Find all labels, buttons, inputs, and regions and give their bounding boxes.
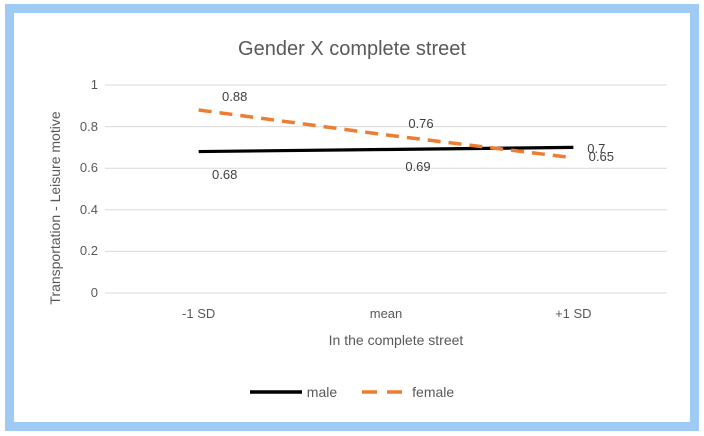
x-category-label: +1 SD [555,306,592,321]
female-line-swatch-icon [362,390,408,394]
series-line-male[interactable] [198,145,574,154]
chart-frame-border [5,4,699,431]
legend-label-female: female [412,384,455,400]
legend-item-male[interactable]: male [249,384,338,400]
data-label-male-1: 0.69 [405,159,431,175]
data-label-female-1: 0.76 [408,115,434,131]
male-line-swatch-icon [249,390,302,394]
y-tick-label: 0.8 [79,118,98,134]
y-tick-label: 1 [90,77,98,92]
x-category-label: mean [369,306,403,321]
legend-item-female[interactable]: female [362,384,454,400]
y-tick-label: 0.2 [79,243,98,259]
chart-title: Gender X complete street [238,38,466,60]
legend-label-male: male [306,384,338,400]
y-tick-label: 0.4 [79,201,98,217]
y-tick-label: 0.6 [79,160,98,176]
data-label-female-2: 0.65 [588,148,614,164]
y-tick-label: 0 [90,285,98,300]
legend: male female [0,382,704,402]
data-label-female-0: 0.88 [222,88,248,104]
x-axis-title: In the complete street [328,332,464,348]
data-label-male-0: 0.68 [212,166,238,182]
data-label-male-2: 0.7 [587,141,606,157]
x-category-label: -1 SD [182,306,216,321]
